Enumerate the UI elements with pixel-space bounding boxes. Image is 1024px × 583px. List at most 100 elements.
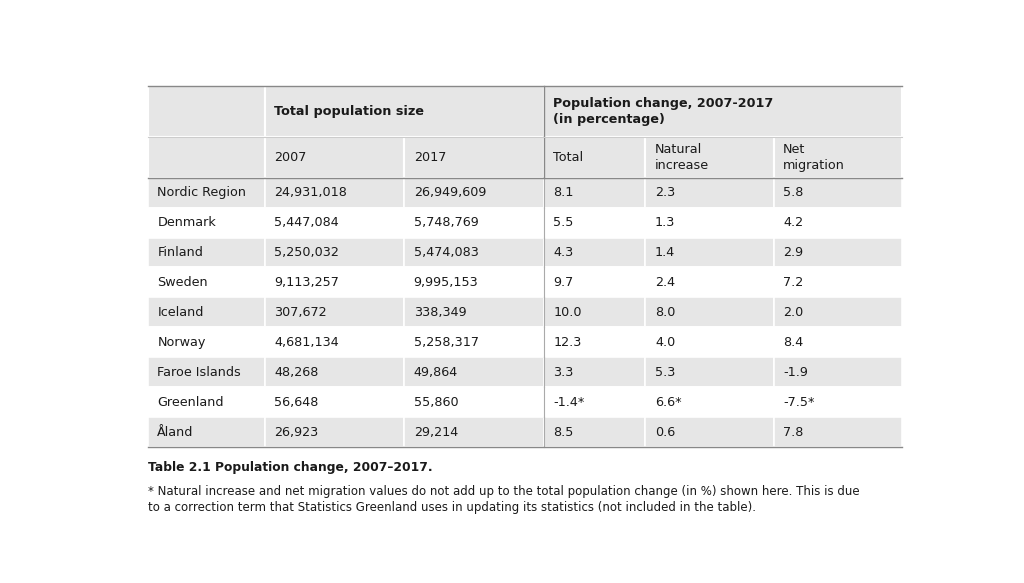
Text: 29,214: 29,214 xyxy=(414,426,458,438)
Bar xyxy=(147,327,264,357)
Text: 12.3: 12.3 xyxy=(553,336,582,349)
Bar xyxy=(404,417,544,447)
Bar xyxy=(147,138,264,178)
Bar xyxy=(404,178,544,208)
Text: 0.6: 0.6 xyxy=(655,426,675,438)
Text: -1.9: -1.9 xyxy=(783,366,808,379)
Text: 48,268: 48,268 xyxy=(274,366,318,379)
Text: 7.2: 7.2 xyxy=(783,276,804,289)
Text: Nordic Region: Nordic Region xyxy=(158,186,247,199)
Text: 2017: 2017 xyxy=(414,151,446,164)
Text: 2007: 2007 xyxy=(274,151,306,164)
Bar xyxy=(404,297,544,327)
Text: 5,447,084: 5,447,084 xyxy=(274,216,339,229)
Bar xyxy=(773,208,902,237)
Bar xyxy=(404,327,544,357)
Text: 55,860: 55,860 xyxy=(414,396,459,409)
Bar xyxy=(264,357,404,387)
Text: 56,648: 56,648 xyxy=(274,396,318,409)
Bar xyxy=(544,417,645,447)
Bar xyxy=(773,387,902,417)
Bar xyxy=(544,297,645,327)
Bar xyxy=(544,237,645,268)
Bar xyxy=(773,417,902,447)
Bar xyxy=(264,417,404,447)
Bar xyxy=(264,178,404,208)
Bar xyxy=(147,208,264,237)
Text: 9.7: 9.7 xyxy=(553,276,573,289)
Bar xyxy=(645,327,773,357)
Text: Total: Total xyxy=(553,151,584,164)
Text: 7.8: 7.8 xyxy=(783,426,804,438)
Text: 6.6*: 6.6* xyxy=(655,396,682,409)
Text: 5.5: 5.5 xyxy=(553,216,573,229)
Bar xyxy=(264,86,544,138)
Bar xyxy=(264,138,404,178)
Text: Natural
increase: Natural increase xyxy=(655,143,709,172)
Bar xyxy=(264,237,404,268)
Bar xyxy=(645,357,773,387)
Text: Sweden: Sweden xyxy=(158,276,208,289)
Text: 8.0: 8.0 xyxy=(655,306,675,319)
Bar xyxy=(404,208,544,237)
Bar xyxy=(773,138,902,178)
Text: 5.8: 5.8 xyxy=(783,186,804,199)
Bar xyxy=(773,178,902,208)
Text: 26,949,609: 26,949,609 xyxy=(414,186,486,199)
Text: 8.5: 8.5 xyxy=(553,426,573,438)
Bar xyxy=(147,237,264,268)
Bar xyxy=(544,327,645,357)
Bar xyxy=(264,327,404,357)
Text: Total population size: Total population size xyxy=(274,105,424,118)
Text: 4.3: 4.3 xyxy=(553,246,573,259)
Text: Finland: Finland xyxy=(158,246,203,259)
Text: 4.0: 4.0 xyxy=(655,336,675,349)
Text: 8.4: 8.4 xyxy=(783,336,804,349)
Text: Greenland: Greenland xyxy=(158,396,224,409)
Text: 3.3: 3.3 xyxy=(553,366,573,379)
Bar xyxy=(645,138,773,178)
Text: 1.3: 1.3 xyxy=(655,216,675,229)
Text: Net
migration: Net migration xyxy=(783,143,845,172)
Text: * Natural increase and net migration values do not add up to the total populatio: * Natural increase and net migration val… xyxy=(147,485,859,514)
Bar xyxy=(645,268,773,297)
Bar xyxy=(264,297,404,327)
Text: 10.0: 10.0 xyxy=(553,306,582,319)
Bar xyxy=(147,268,264,297)
Bar xyxy=(147,178,264,208)
Bar xyxy=(773,268,902,297)
Text: -1.4*: -1.4* xyxy=(553,396,585,409)
Text: -7.5*: -7.5* xyxy=(783,396,815,409)
Text: 2.0: 2.0 xyxy=(783,306,804,319)
Text: Iceland: Iceland xyxy=(158,306,204,319)
Bar xyxy=(544,208,645,237)
Text: 4,681,134: 4,681,134 xyxy=(274,336,339,349)
Bar xyxy=(544,86,902,138)
Text: Population change, 2007-2017
(in percentage): Population change, 2007-2017 (in percent… xyxy=(553,97,773,126)
Text: Denmark: Denmark xyxy=(158,216,216,229)
Bar xyxy=(544,138,645,178)
Bar xyxy=(544,387,645,417)
Text: 2.9: 2.9 xyxy=(783,246,803,259)
Text: 24,931,018: 24,931,018 xyxy=(274,186,347,199)
Bar xyxy=(773,327,902,357)
Bar xyxy=(264,208,404,237)
Text: 9,995,153: 9,995,153 xyxy=(414,276,478,289)
Bar xyxy=(404,268,544,297)
Text: 5,258,317: 5,258,317 xyxy=(414,336,478,349)
Text: Åland: Åland xyxy=(158,426,194,438)
Bar xyxy=(645,417,773,447)
Bar xyxy=(544,357,645,387)
Bar xyxy=(147,86,264,138)
Bar xyxy=(147,357,264,387)
Text: 5,250,032: 5,250,032 xyxy=(274,246,339,259)
Text: 49,864: 49,864 xyxy=(414,366,458,379)
Text: Faroe Islands: Faroe Islands xyxy=(158,366,241,379)
Bar xyxy=(404,357,544,387)
Text: 2.3: 2.3 xyxy=(655,186,675,199)
Text: 307,672: 307,672 xyxy=(274,306,327,319)
Text: Norway: Norway xyxy=(158,336,206,349)
Bar xyxy=(404,138,544,178)
Bar xyxy=(773,357,902,387)
Text: 2.4: 2.4 xyxy=(655,276,675,289)
